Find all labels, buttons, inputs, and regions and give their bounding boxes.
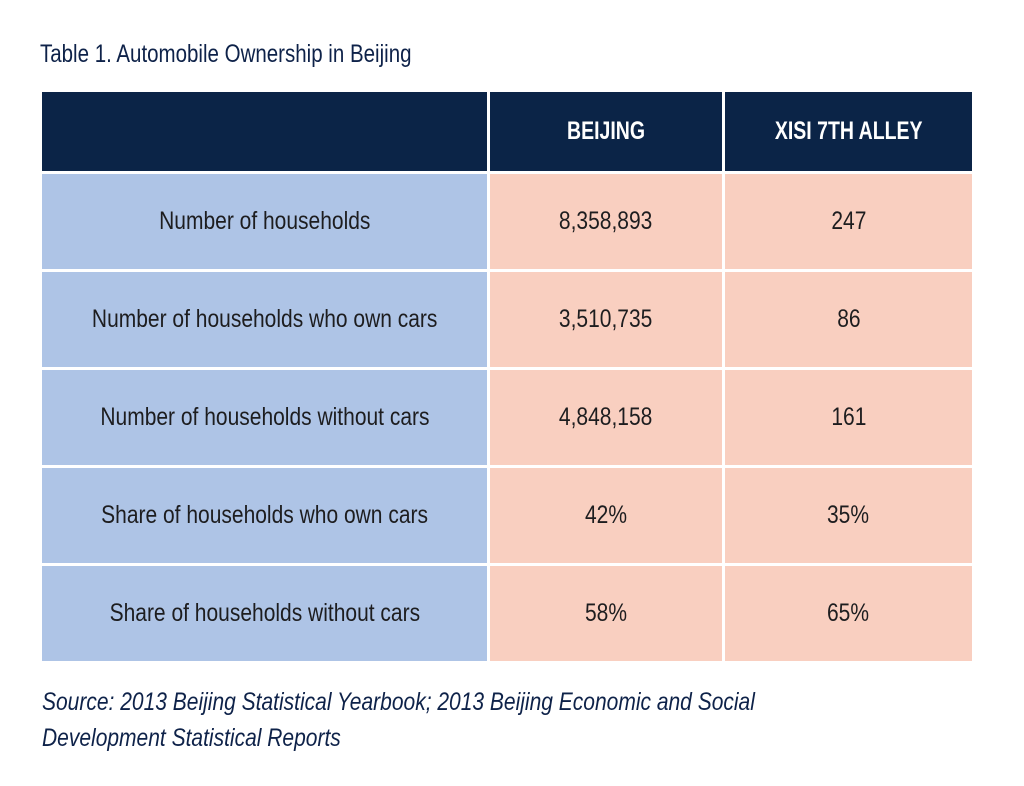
- row-label: Number of households who own cars: [42, 272, 487, 367]
- table-title: Table 1. Automobile Ownership in Beijing: [40, 40, 412, 68]
- table-cell: 65%: [725, 566, 972, 661]
- data-table: BEIJING XISI 7TH ALLEY Number of househo…: [42, 92, 972, 662]
- table-cell: 3,510,735: [490, 272, 722, 367]
- row-label: Share of households without cars: [42, 566, 487, 661]
- row-label: Number of households: [42, 174, 487, 269]
- header-empty-cell: [42, 92, 487, 171]
- table-cell: 4,848,158: [490, 370, 722, 465]
- table-cell: 247: [725, 174, 972, 269]
- table-cell: 58%: [490, 566, 722, 661]
- source-line-2: Development Statistical Reports: [42, 724, 341, 752]
- row-label: Share of households who own cars: [42, 468, 487, 563]
- source-line-1: Source: 2013 Beijing Statistical Yearboo…: [42, 688, 755, 716]
- row-label: Number of households without cars: [42, 370, 487, 465]
- table-cell: 35%: [725, 468, 972, 563]
- column-header-xisi: XISI 7TH ALLEY: [725, 92, 972, 171]
- table-cell: 161: [725, 370, 972, 465]
- table-cell: 42%: [490, 468, 722, 563]
- table-cell: 86: [725, 272, 972, 367]
- column-header-beijing: BEIJING: [490, 92, 722, 171]
- source-note: Source: 2013 Beijing Statistical Yearboo…: [42, 684, 755, 756]
- table-cell: 8,358,893: [490, 174, 722, 269]
